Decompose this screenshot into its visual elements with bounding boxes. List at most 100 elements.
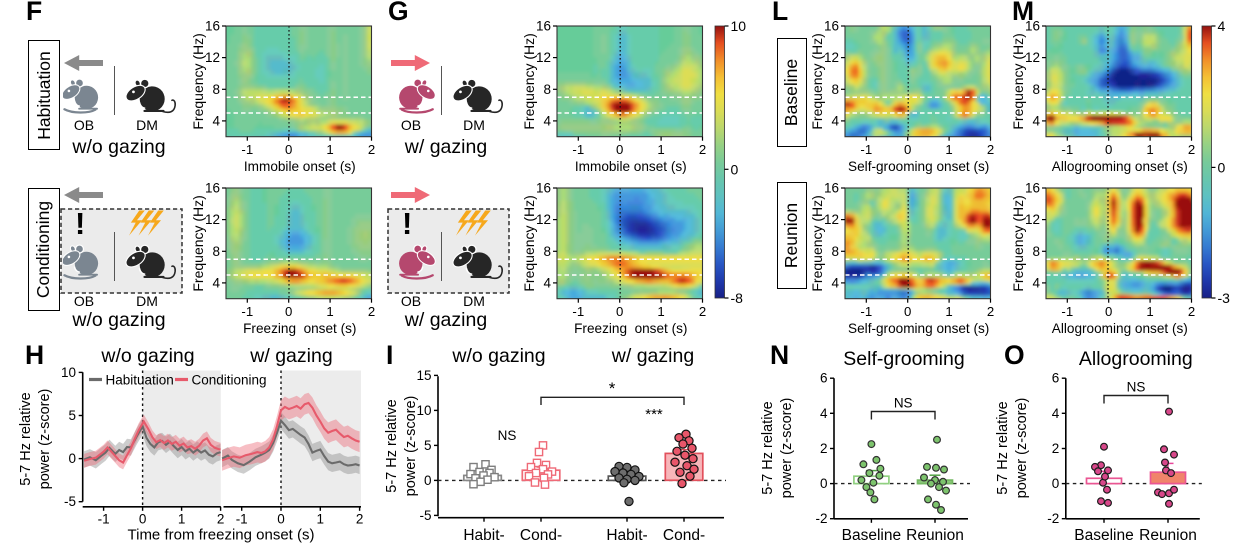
svg-text:-1: -1 xyxy=(241,142,253,157)
svg-text:w/o gazing: w/o gazing xyxy=(451,345,545,367)
svg-text:w/o gazing: w/o gazing xyxy=(100,345,194,367)
svg-text:Freezing onset (s): Freezing onset (s) xyxy=(243,321,356,336)
svg-text:2: 2 xyxy=(1188,142,1195,157)
svg-text:Time from freezing onset (s): Time from freezing onset (s) xyxy=(128,527,315,544)
svg-text:Baseline: Baseline xyxy=(842,527,901,544)
svg-text:0: 0 xyxy=(1105,142,1112,157)
svg-text:1: 1 xyxy=(1146,304,1153,319)
svg-text:power (z-score): power (z-score) xyxy=(779,398,795,499)
svg-text:1: 1 xyxy=(326,142,333,157)
svg-text:w/ gazing: w/ gazing xyxy=(611,345,694,367)
svg-text:2: 2 xyxy=(368,142,375,157)
svg-text:6: 6 xyxy=(1052,371,1060,386)
svg-text:Frequency (Hz): Frequency (Hz) xyxy=(809,195,825,291)
svg-text:4: 4 xyxy=(212,276,220,291)
svg-text:1: 1 xyxy=(945,304,952,319)
svg-text:6: 6 xyxy=(820,371,828,386)
svg-text:-2: -2 xyxy=(815,511,827,526)
svg-text:12: 12 xyxy=(823,212,838,227)
svg-text:-1: -1 xyxy=(860,304,872,319)
svg-text:1: 1 xyxy=(178,512,186,527)
svg-text:5-7 Hz relative: 5-7 Hz relative xyxy=(18,392,34,485)
svg-text:Frequency (Hz): Frequency (Hz) xyxy=(190,195,206,291)
svg-text:w/ gazing: w/ gazing xyxy=(249,345,332,367)
svg-text:Self-grooming onset (s): Self-grooming onset (s) xyxy=(848,321,989,336)
svg-text:2: 2 xyxy=(217,512,225,527)
svg-text:0: 0 xyxy=(616,304,623,319)
svg-text:0: 0 xyxy=(730,161,738,177)
svg-text:5: 5 xyxy=(424,438,432,453)
svg-text:16: 16 xyxy=(536,18,551,33)
svg-text:-1: -1 xyxy=(1061,142,1073,157)
svg-text:0: 0 xyxy=(1105,304,1112,319)
svg-text:-3: -3 xyxy=(1217,290,1230,306)
svg-text:8: 8 xyxy=(543,244,551,259)
svg-text:Habit-: Habit- xyxy=(463,527,504,544)
svg-text:-2: -2 xyxy=(1047,511,1059,526)
svg-text:12: 12 xyxy=(1025,212,1040,227)
svg-text:4: 4 xyxy=(212,113,220,128)
svg-text:16: 16 xyxy=(1025,18,1040,33)
svg-text:1: 1 xyxy=(317,512,325,527)
svg-text:Frequency (Hz): Frequency (Hz) xyxy=(1010,33,1026,129)
svg-text:2: 2 xyxy=(820,441,828,456)
svg-text:-1: -1 xyxy=(241,304,253,319)
svg-text:-1: -1 xyxy=(236,512,248,527)
svg-text:5-7 Hz relative: 5-7 Hz relative xyxy=(760,401,776,494)
svg-text:1: 1 xyxy=(657,304,664,319)
svg-text:Habit-: Habit- xyxy=(606,527,647,544)
svg-text:12: 12 xyxy=(536,50,551,65)
svg-text:Immobile onset (s): Immobile onset (s) xyxy=(244,159,356,174)
svg-text:-5: -5 xyxy=(419,508,431,523)
svg-text:4: 4 xyxy=(820,406,828,421)
svg-text:***: *** xyxy=(645,406,663,423)
svg-text:2: 2 xyxy=(986,142,993,157)
svg-text:NS: NS xyxy=(1127,380,1146,395)
svg-text:5-7 Hz relative: 5-7 Hz relative xyxy=(995,401,1011,494)
svg-text:NS: NS xyxy=(498,428,517,443)
svg-text:8: 8 xyxy=(212,244,220,259)
svg-text:power (z-score): power (z-score) xyxy=(1014,398,1030,499)
svg-text:8: 8 xyxy=(1032,81,1040,96)
svg-text:4: 4 xyxy=(1032,113,1040,128)
svg-text:2: 2 xyxy=(699,304,706,319)
svg-text:0: 0 xyxy=(424,473,432,488)
svg-text:4: 4 xyxy=(1032,276,1040,291)
svg-text:-1: -1 xyxy=(1061,304,1073,319)
svg-text:Habituation: Habituation xyxy=(106,373,174,388)
svg-text:12: 12 xyxy=(536,212,551,227)
svg-text:4: 4 xyxy=(543,113,551,128)
svg-text:1: 1 xyxy=(326,304,333,319)
svg-text:8: 8 xyxy=(831,244,839,259)
svg-text:4: 4 xyxy=(1217,18,1225,34)
svg-text:1: 1 xyxy=(657,142,664,157)
svg-text:-1: -1 xyxy=(572,142,584,157)
svg-text:1: 1 xyxy=(1146,142,1153,157)
svg-text:Frequency (Hz): Frequency (Hz) xyxy=(521,33,537,129)
svg-text:4: 4 xyxy=(831,113,839,128)
svg-text:12: 12 xyxy=(1025,50,1040,65)
svg-text:0: 0 xyxy=(904,304,911,319)
svg-text:4: 4 xyxy=(831,276,839,291)
svg-text:Reunion: Reunion xyxy=(1139,527,1197,544)
svg-text:-1: -1 xyxy=(572,304,584,319)
svg-text:10: 10 xyxy=(730,18,746,34)
svg-text:Freezing onset (s): Freezing onset (s) xyxy=(574,321,687,336)
svg-text:12: 12 xyxy=(823,50,838,65)
svg-text:-8: -8 xyxy=(730,290,743,306)
svg-text:power (z-score): power (z-score) xyxy=(403,396,419,497)
svg-text:16: 16 xyxy=(1025,181,1040,196)
svg-text:Self-grooming onset (s): Self-grooming onset (s) xyxy=(848,159,989,174)
svg-text:Frequency (Hz): Frequency (Hz) xyxy=(809,33,825,129)
svg-text:0: 0 xyxy=(616,142,623,157)
svg-text:10: 10 xyxy=(61,365,76,380)
svg-text:0: 0 xyxy=(1217,159,1225,175)
svg-text:2: 2 xyxy=(1052,441,1060,456)
svg-text:Allogrooming: Allogrooming xyxy=(1079,348,1193,370)
svg-text:Allogrooming onset (s): Allogrooming onset (s) xyxy=(1052,321,1188,336)
svg-text:2: 2 xyxy=(699,142,706,157)
svg-text:4: 4 xyxy=(543,276,551,291)
svg-text:Conditioning: Conditioning xyxy=(192,373,267,388)
svg-text:16: 16 xyxy=(823,181,838,196)
svg-text:NS: NS xyxy=(894,396,913,411)
